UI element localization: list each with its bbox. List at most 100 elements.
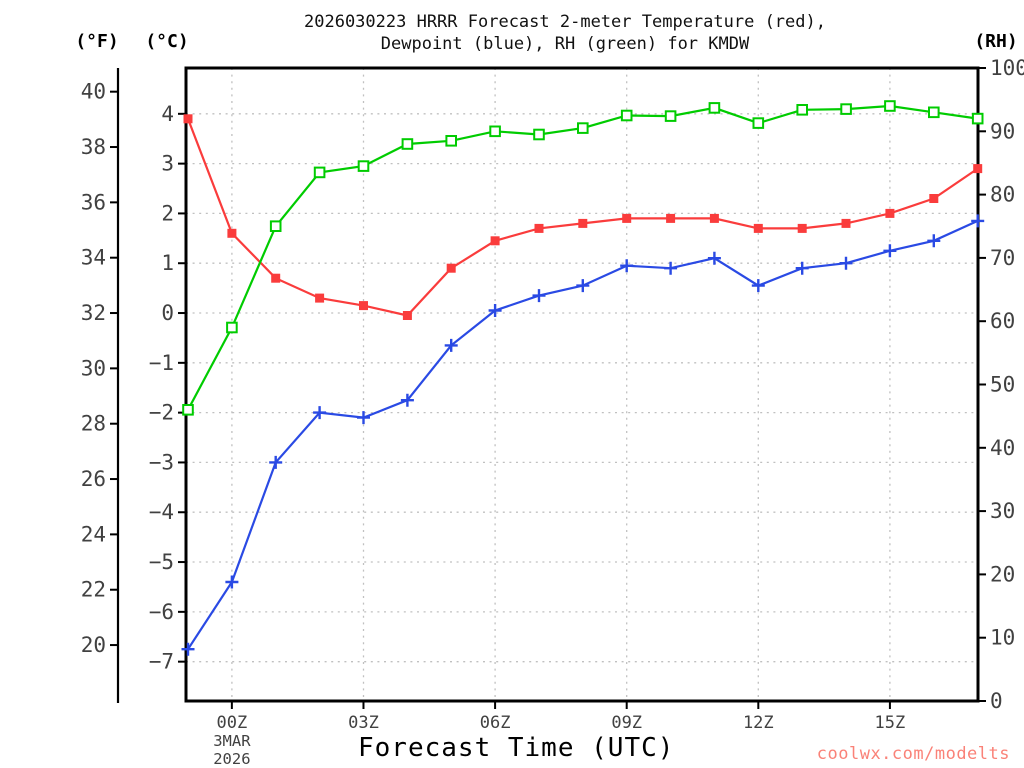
relative-humidity-point [313,166,326,179]
rh-tick-label: 60 [990,309,1015,333]
fahrenheit-tick-label: 20 [81,633,106,657]
celsius-tick-label: −6 [149,600,174,624]
2-meter-temperature-series [183,114,983,320]
2-meter-temperature-point [446,263,456,273]
dewpoint-point [839,256,853,270]
fahrenheit-tick-label: 40 [81,80,106,104]
2-meter-temperature-point [841,218,851,228]
fahrenheit-tick-label: 34 [81,246,106,270]
2-meter-temperature-point [402,311,412,320]
dewpoint-point [444,338,458,352]
relative-humidity-point [577,122,589,134]
relative-humidity-point [489,125,501,138]
relative-humidity-point [664,110,677,122]
dewpoint-series [181,214,985,656]
2-meter-temperature-point [797,223,807,233]
celsius-tick-label: 3 [161,152,174,176]
2-meter-temperature-point [183,114,193,124]
2-meter-temperature-point [973,164,983,174]
relative-humidity-point [533,128,545,141]
relative-humidity-point [445,135,457,147]
dewpoint-point [883,244,897,258]
relative-humidity-point [620,109,633,122]
rh-tick-label: 20 [990,562,1015,586]
x-axis-title: Forecast Time (UTC) [358,733,675,763]
relative-humidity-point [796,104,809,116]
2-meter-temperature-point [271,273,281,283]
2-meter-temperature-point [490,236,500,246]
celsius-tick-label: 4 [161,102,174,126]
celsius-tick-label: −7 [149,650,174,674]
2-meter-temperature-point [359,301,368,311]
celsius-tick-label: 2 [161,201,174,225]
fahrenheit-tick-label: 38 [81,135,106,159]
rh-tick-label: 40 [990,436,1015,460]
relative-humidity-point [182,404,194,416]
relative-humidity-point [401,138,414,150]
dewpoint-point [269,455,283,469]
rh-tick-label: 10 [990,626,1015,650]
rh-tick-label: 30 [990,499,1015,523]
2-meter-temperature-point [709,213,719,223]
2-meter-temperature-point [753,223,763,233]
celsius-unit-label: (°C) [145,31,189,52]
relative-humidity-point [226,321,238,334]
dewpoint-point [313,406,327,420]
dewpoint-point [532,289,546,303]
rh-tick-label: 50 [990,373,1015,397]
x-tick-label: 06Z [480,713,511,733]
dewpoint-point [927,234,941,248]
2-meter-temperature-point [622,213,632,223]
dewpoint-point [181,642,195,656]
relative-humidity-point [884,100,896,112]
x-tick-label: 15Z [875,713,906,733]
dewpoint-point [400,393,414,407]
x-tick-label: 09Z [611,713,642,733]
rh-tick-label: 0 [990,689,1003,713]
celsius-tick-label: −1 [149,351,174,375]
rh-tick-label: 80 [990,183,1015,207]
x-axis-date-line: 3MAR [213,732,251,750]
fahrenheit-tick-label: 28 [81,412,106,436]
fahrenheit-tick-label: 26 [81,467,106,491]
celsius-tick-label: −4 [149,500,174,524]
celsius-tick-label: −5 [149,550,174,574]
rh-unit-label: (RH) [974,31,1018,52]
relative-humidity-point [357,160,370,172]
watermark: coolwx.com/modelts [816,744,1010,764]
dewpoint-point [488,304,502,317]
x-tick-label: 00Z [217,713,248,733]
2-meter-temperature-point [885,208,895,218]
dewpoint-point [620,259,634,273]
2-meter-temperature-point [666,213,676,223]
plot-frame [184,66,980,703]
celsius-tick-label: 1 [161,251,174,275]
chart-title-line2: Dewpoint (blue), RH (green) for KMDW [380,34,750,54]
2-meter-temperature-point [929,194,939,203]
dewpoint-point [225,575,239,589]
2-meter-temperature-point [315,293,325,303]
celsius-tick-label: −2 [149,401,174,425]
relative-humidity-point [752,117,765,129]
rh-tick-label: 100 [990,56,1024,80]
2-meter-temperature-point [534,223,544,233]
dewpoint-point [971,214,985,228]
rh-tick-label: 90 [990,119,1015,143]
2-meter-temperature-point [578,218,588,228]
fahrenheit-tick-label: 24 [81,522,106,546]
fahrenheit-tick-label: 30 [81,356,106,380]
chart-title-line1: 2026030223 HRRR Forecast 2-meter Tempera… [304,12,826,32]
x-tick-label: 12Z [743,713,774,733]
fahrenheit-tick-label: 22 [81,578,106,602]
relative-humidity-point [269,220,282,232]
x-tick-label: 03Z [348,713,379,733]
rh-tick-label: 70 [990,246,1015,270]
x-axis-date-line: 2026 [213,750,250,768]
dewpoint-point [795,261,809,275]
dewpoint-point [707,251,721,265]
dewpoint-point [357,411,370,425]
relative-humidity-point [708,102,721,114]
dewpoint-point [576,279,590,293]
